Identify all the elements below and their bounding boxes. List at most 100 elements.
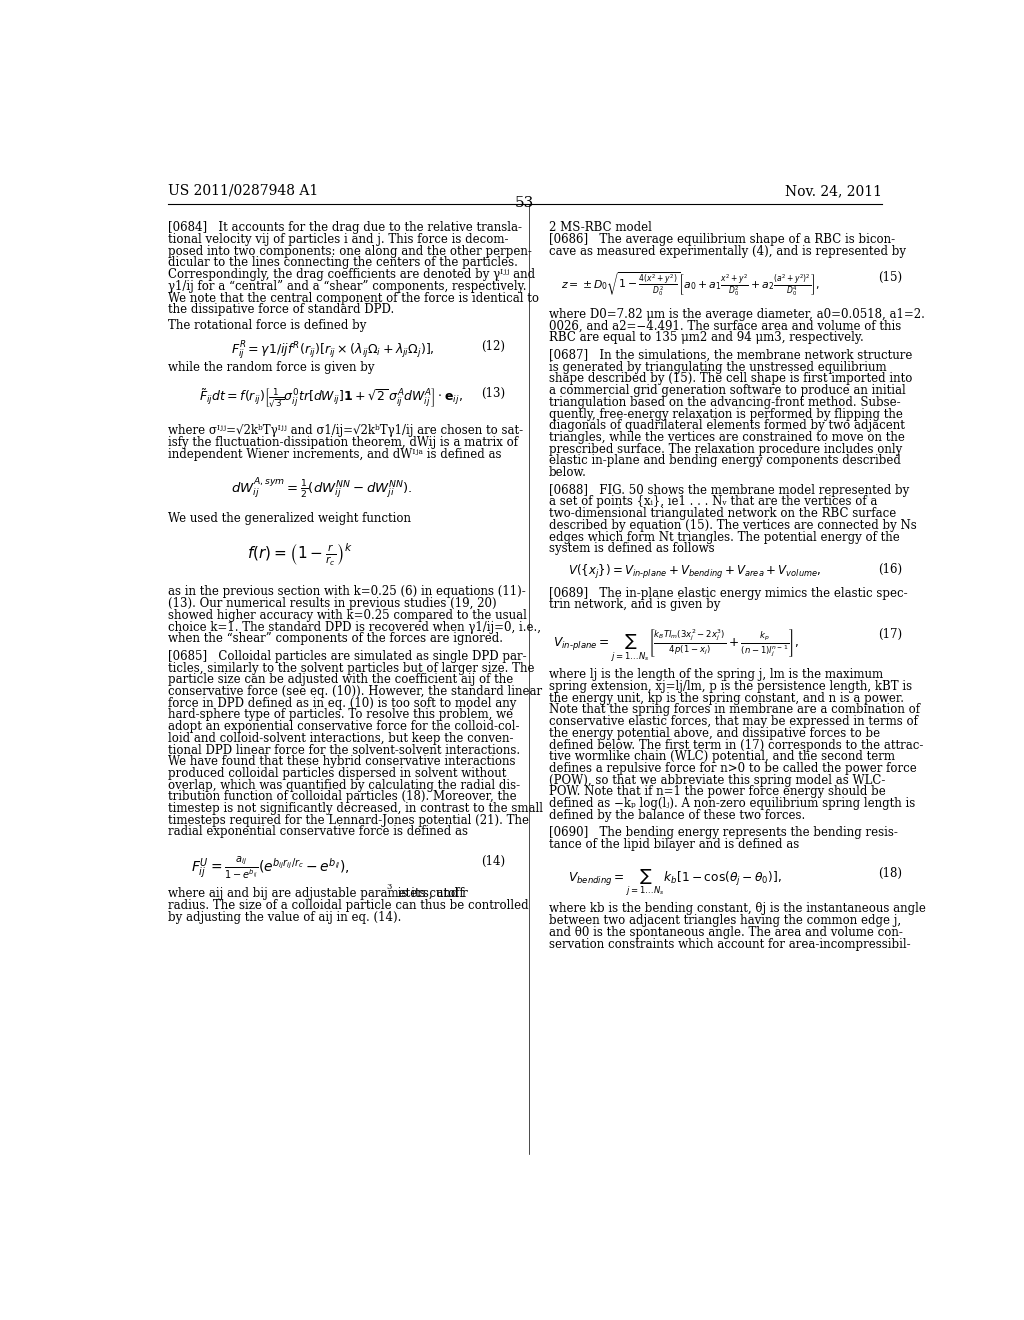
Text: 2 MS-RBC model: 2 MS-RBC model <box>549 222 651 235</box>
Text: Correspondingly, the drag coefficients are denoted by γᴵʲʲ and: Correspondingly, the drag coefficients a… <box>168 268 535 281</box>
Text: [0684]   It accounts for the drag due to the relative transla-: [0684] It accounts for the drag due to t… <box>168 222 521 235</box>
Text: tance of the lipid bilayer and is defined as: tance of the lipid bilayer and is define… <box>549 838 799 851</box>
Text: where σᴵʲʲ=√2kᵇTγᴵʲʲ and σ1/ij=√2kᵇTγ1/ij are chosen to sat-: where σᴵʲʲ=√2kᵇTγᴵʲʲ and σ1/ij=√2kᵇTγ1/i… <box>168 424 523 437</box>
Text: POW. Note that if n=1 the power force energy should be: POW. Note that if n=1 the power force en… <box>549 785 886 799</box>
Text: $dW_{ij}^{A,sym} = \frac{1}{2}(dW_{ij}^{NN} - dW_{ji}^{NN}).$: $dW_{ij}^{A,sym} = \frac{1}{2}(dW_{ij}^{… <box>231 477 413 502</box>
Text: defines a repulsive force for n>0 to be called the power force: defines a repulsive force for n>0 to be … <box>549 762 916 775</box>
Text: defined below. The first term in (17) corresponds to the attrac-: defined below. The first term in (17) co… <box>549 739 923 751</box>
Text: diagonals of quadrilateral elements formed by two adjacent: diagonals of quadrilateral elements form… <box>549 420 904 432</box>
Text: 0026, and a2=−4.491. The surface area and volume of this: 0026, and a2=−4.491. The surface area an… <box>549 319 901 333</box>
Text: $\tilde{F}_{ij}dt = f(r_{ij})\left[\frac{1}{\sqrt{3}}\sigma_{ij}^0 tr[dW_{ij}]\m: $\tilde{F}_{ij}dt = f(r_{ij})\left[\frac… <box>200 387 463 411</box>
Text: tive wormlike chain (WLC) potential, and the second term: tive wormlike chain (WLC) potential, and… <box>549 750 895 763</box>
Text: (15): (15) <box>878 271 902 284</box>
Text: force in DPD defined as in eq. (10) is too soft to model any: force in DPD defined as in eq. (10) is t… <box>168 697 516 710</box>
Text: quently, free-energy relaxation is performed by flipping the: quently, free-energy relaxation is perfo… <box>549 408 902 421</box>
Text: γ1/ij for a “central” and a “shear” components, respectively.: γ1/ij for a “central” and a “shear” comp… <box>168 280 526 293</box>
Text: where aij and bij are adjustable parameters, and r: where aij and bij are adjustable paramet… <box>168 887 467 900</box>
Text: timesteps required for the Lennard-Jones potential (21). The: timesteps required for the Lennard-Jones… <box>168 813 528 826</box>
Text: hard-sphere type of particles. To resolve this problem, we: hard-sphere type of particles. To resolv… <box>168 709 513 722</box>
Text: cave as measured experimentally (4), and is represented by: cave as measured experimentally (4), and… <box>549 244 905 257</box>
Text: [0689]   The in-plane elastic energy mimics the elastic spec-: [0689] The in-plane elastic energy mimic… <box>549 586 907 599</box>
Text: US 2011/0287948 A1: US 2011/0287948 A1 <box>168 183 317 198</box>
Text: [0685]   Colloidal particles are simulated as single DPD par-: [0685] Colloidal particles are simulated… <box>168 649 526 663</box>
Text: [0690]   The bending energy represents the bending resis-: [0690] The bending energy represents the… <box>549 826 897 840</box>
Text: (17): (17) <box>878 627 902 640</box>
Text: where D0=7.82 μm is the average diameter, a0=0.0518, a1=2.: where D0=7.82 μm is the average diameter… <box>549 308 925 321</box>
Text: defined as −kₚ log(lⱼ). A non-zero equilibrium spring length is: defined as −kₚ log(lⱼ). A non-zero equil… <box>549 797 914 810</box>
Text: showed higher accuracy with k=0.25 compared to the usual: showed higher accuracy with k=0.25 compa… <box>168 609 526 622</box>
Text: while the random force is given by: while the random force is given by <box>168 362 374 374</box>
Text: spring extension, xj=lj/lm, p is the persistence length, kBT is: spring extension, xj=lj/lm, p is the per… <box>549 680 911 693</box>
Text: a set of points {xᵢ}, ie1 . . . Nᵥ that are the vertices of a: a set of points {xᵢ}, ie1 . . . Nᵥ that … <box>549 495 877 508</box>
Text: edges which form Nt triangles. The potential energy of the: edges which form Nt triangles. The poten… <box>549 531 899 544</box>
Text: tional DPD linear force for the solvent-solvent interactions.: tional DPD linear force for the solvent-… <box>168 743 520 756</box>
Text: particle size can be adjusted with the coefficient aij of the: particle size can be adjusted with the c… <box>168 673 513 686</box>
Text: overlap, which was quantified by calculating the radial dis-: overlap, which was quantified by calcula… <box>168 779 520 792</box>
Text: $z = \pm D_0\sqrt{1 - \frac{4(x^2+y^2)}{D_0^2}}\left[a_0 + a_1\frac{x^2+y^2}{D_0: $z = \pm D_0\sqrt{1 - \frac{4(x^2+y^2)}{… <box>560 271 819 298</box>
Text: triangles, while the vertices are constrained to move on the: triangles, while the vertices are constr… <box>549 430 904 444</box>
Text: Nov. 24, 2011: Nov. 24, 2011 <box>785 183 882 198</box>
Text: radius. The size of a colloidal particle can thus be controlled: radius. The size of a colloidal particle… <box>168 899 528 912</box>
Text: $V(\{x_j\})=V_{in\text{-}plane}+V_{bending}+V_{area}+V_{volume},$: $V(\{x_j\})=V_{in\text{-}plane}+V_{bendi… <box>568 564 822 581</box>
Text: the energy unit, kp is the spring constant, and n is a power.: the energy unit, kp is the spring consta… <box>549 692 903 705</box>
Text: the dissipative force of standard DPD.: the dissipative force of standard DPD. <box>168 304 394 317</box>
Text: choice k=1. The standard DPD is recovered when γ1/ij=0, i.e.,: choice k=1. The standard DPD is recovere… <box>168 620 541 634</box>
Text: (13). Our numerical results in previous studies (19, 20): (13). Our numerical results in previous … <box>168 597 497 610</box>
Text: adopt an exponential conservative force for the colloid-col-: adopt an exponential conservative force … <box>168 721 519 733</box>
Text: (13): (13) <box>481 387 505 400</box>
Text: We note that the central component of the force is identical to: We note that the central component of th… <box>168 292 539 305</box>
Text: conservative elastic forces, that may be expressed in terms of: conservative elastic forces, that may be… <box>549 715 918 729</box>
Text: [0688]   FIG. 50 shows the membrane model represented by: [0688] FIG. 50 shows the membrane model … <box>549 483 909 496</box>
Text: system is defined as follows: system is defined as follows <box>549 543 714 556</box>
Text: radial exponential conservative force is defined as: radial exponential conservative force is… <box>168 825 468 838</box>
Text: as in the previous section with k=0.25 (6) in equations (11)-: as in the previous section with k=0.25 (… <box>168 586 525 598</box>
Text: is generated by triangulating the unstressed equilibrium: is generated by triangulating the unstre… <box>549 360 886 374</box>
Text: described by equation (15). The vertices are connected by Ns: described by equation (15). The vertices… <box>549 519 916 532</box>
Text: the energy potential above, and dissipative forces to be: the energy potential above, and dissipat… <box>549 727 880 741</box>
Text: $V_{in\text{-}plane} = \sum_{j=1\ldots N_s}\left[\frac{k_BT l_m(3x_j^2-2x_j^3)}{: $V_{in\text{-}plane} = \sum_{j=1\ldots N… <box>553 627 799 664</box>
Text: (POW), so that we abbreviate this spring model as WLC-: (POW), so that we abbreviate this spring… <box>549 774 885 787</box>
Text: posed into two components: one along and the other perpen-: posed into two components: one along and… <box>168 244 531 257</box>
Text: elastic in-plane and bending energy components described: elastic in-plane and bending energy comp… <box>549 454 900 467</box>
Text: and θ0 is the spontaneous angle. The area and volume con-: and θ0 is the spontaneous angle. The are… <box>549 925 902 939</box>
Text: by adjusting the value of aij in eq. (14).: by adjusting the value of aij in eq. (14… <box>168 911 401 924</box>
Text: where kb is the bending constant, θj is the instantaneous angle: where kb is the bending constant, θj is … <box>549 903 926 916</box>
Text: We used the generalized weight function: We used the generalized weight function <box>168 512 411 525</box>
Text: [0687]   In the simulations, the membrane network structure: [0687] In the simulations, the membrane … <box>549 348 912 362</box>
Text: when the “shear” components of the forces are ignored.: when the “shear” components of the force… <box>168 632 503 645</box>
Text: (14): (14) <box>481 854 505 867</box>
Text: defined by the balance of these two forces.: defined by the balance of these two forc… <box>549 809 805 821</box>
Text: is its cutoff: is its cutoff <box>394 887 464 900</box>
Text: [0686]   The average equilibrium shape of a RBC is bicon-: [0686] The average equilibrium shape of … <box>549 234 895 246</box>
Text: timestep is not significantly decreased, in contrast to the small: timestep is not significantly decreased,… <box>168 803 543 814</box>
Text: two-dimensional triangulated network on the RBC surface: two-dimensional triangulated network on … <box>549 507 896 520</box>
Text: $V_{bending} = \sum_{j=1\ldots N_s} k_b[1 - \cos(\theta_j - \theta_0)],$: $V_{bending} = \sum_{j=1\ldots N_s} k_b[… <box>568 867 782 898</box>
Text: 3: 3 <box>386 883 391 891</box>
Text: tional velocity vij of particles i and j. This force is decom-: tional velocity vij of particles i and j… <box>168 234 508 246</box>
Text: tribution function of colloidal particles (18). Moreover, the: tribution function of colloidal particle… <box>168 791 516 804</box>
Text: RBC are equal to 135 μm2 and 94 μm3, respectively.: RBC are equal to 135 μm2 and 94 μm3, res… <box>549 331 863 345</box>
Text: trin network, and is given by: trin network, and is given by <box>549 598 720 611</box>
Text: (16): (16) <box>878 564 902 577</box>
Text: dicular to the lines connecting the centers of the particles.: dicular to the lines connecting the cent… <box>168 256 517 269</box>
Text: below.: below. <box>549 466 587 479</box>
Text: (18): (18) <box>878 867 902 880</box>
Text: (12): (12) <box>481 341 505 352</box>
Text: a commercial grid generation software to produce an initial: a commercial grid generation software to… <box>549 384 905 397</box>
Text: isfy the fluctuation-dissipation theorem, dWij is a matrix of: isfy the fluctuation-dissipation theorem… <box>168 436 518 449</box>
Text: $F_{ij}^U = \frac{a_{ij}}{1-e^{b_{ij}}}(e^{b_{ij}r_{ij}/r_c} - e^{b_{ij}}),$: $F_{ij}^U = \frac{a_{ij}}{1-e^{b_{ij}}}(… <box>191 854 350 882</box>
Text: Note that the spring forces in membrane are a combination of: Note that the spring forces in membrane … <box>549 704 920 717</box>
Text: 53: 53 <box>515 195 535 210</box>
Text: where lj is the length of the spring j, lm is the maximum: where lj is the length of the spring j, … <box>549 668 883 681</box>
Text: loid and colloid-solvent interactions, but keep the conven-: loid and colloid-solvent interactions, b… <box>168 731 513 744</box>
Text: independent Wiener increments, and dWᴵʲᵃ is defined as: independent Wiener increments, and dWᴵʲᵃ… <box>168 447 501 461</box>
Text: prescribed surface. The relaxation procedure includes only: prescribed surface. The relaxation proce… <box>549 442 902 455</box>
Text: triangulation based on the advancing-front method. Subse-: triangulation based on the advancing-fro… <box>549 396 900 409</box>
Text: conservative force (see eq. (10)). However, the standard linear: conservative force (see eq. (10)). Howev… <box>168 685 542 698</box>
Text: The rotational force is defined by: The rotational force is defined by <box>168 319 366 333</box>
Text: $F_{ij}^{R}=\gamma 1/ij f^R(r_{ij})[r_{ij}\times(\lambda_{ij}\Omega_i+\lambda_{j: $F_{ij}^{R}=\gamma 1/ij f^R(r_{ij})[r_{i… <box>231 341 435 362</box>
Text: shape described by (15). The cell shape is first imported into: shape described by (15). The cell shape … <box>549 372 912 385</box>
Text: servation constraints which account for area-incompressibil-: servation constraints which account for … <box>549 937 910 950</box>
Text: We have found that these hybrid conservative interactions: We have found that these hybrid conserva… <box>168 755 515 768</box>
Text: between two adjacent triangles having the common edge j,: between two adjacent triangles having th… <box>549 915 901 927</box>
